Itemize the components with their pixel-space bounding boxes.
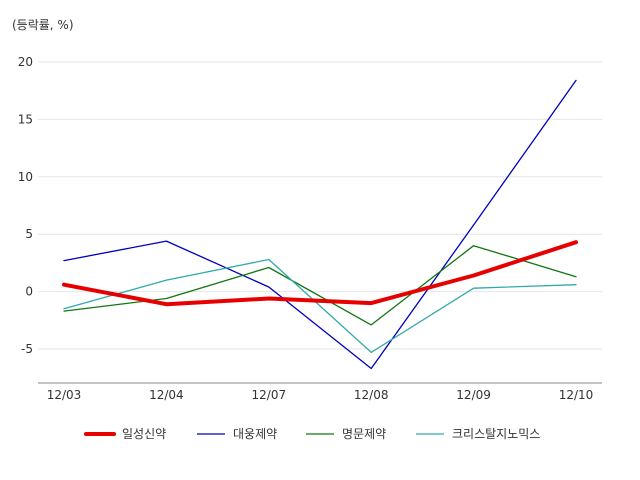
x-tick-label: 12/08 (354, 388, 389, 402)
x-axis-tick-labels: 12/03 12/04 12/07 12/08 12/09 12/10 (47, 388, 594, 402)
series-line-3 (63, 245, 577, 326)
series-line-2 (63, 79, 577, 370)
y-tick-label: 0 (25, 285, 33, 299)
x-tick-label: 12/04 (149, 388, 184, 402)
grid-lines (38, 61, 602, 350)
y-tick-label: 15 (18, 112, 33, 126)
y-tick-label: 20 (18, 55, 33, 69)
series-lines (62, 79, 578, 370)
legend: 일성신약 대웅제약 명문제약 크리스탈지노믹스 (84, 426, 540, 441)
x-tick-label: 12/07 (252, 388, 287, 402)
y-axis-unit-label: (등락률, %) (12, 18, 74, 32)
x-tick-label: 12/03 (47, 388, 82, 402)
legend-label-4: 크리스탈지노믹스 (452, 427, 540, 441)
y-axis-tick-labels: -5 0 5 10 15 20 (18, 55, 33, 356)
series-line-1 (62, 240, 578, 307)
legend-label-2: 대웅제약 (233, 426, 277, 441)
y-tick-label: -5 (21, 342, 33, 356)
legend-label-1: 일성신약 (122, 426, 166, 441)
x-tick-label: 12/10 (559, 388, 594, 402)
series-line-4 (63, 258, 577, 354)
x-tick-label: 12/09 (456, 388, 491, 402)
y-tick-label: 5 (25, 227, 33, 241)
y-tick-label: 10 (18, 170, 33, 184)
legend-label-3: 명문제약 (342, 426, 386, 441)
